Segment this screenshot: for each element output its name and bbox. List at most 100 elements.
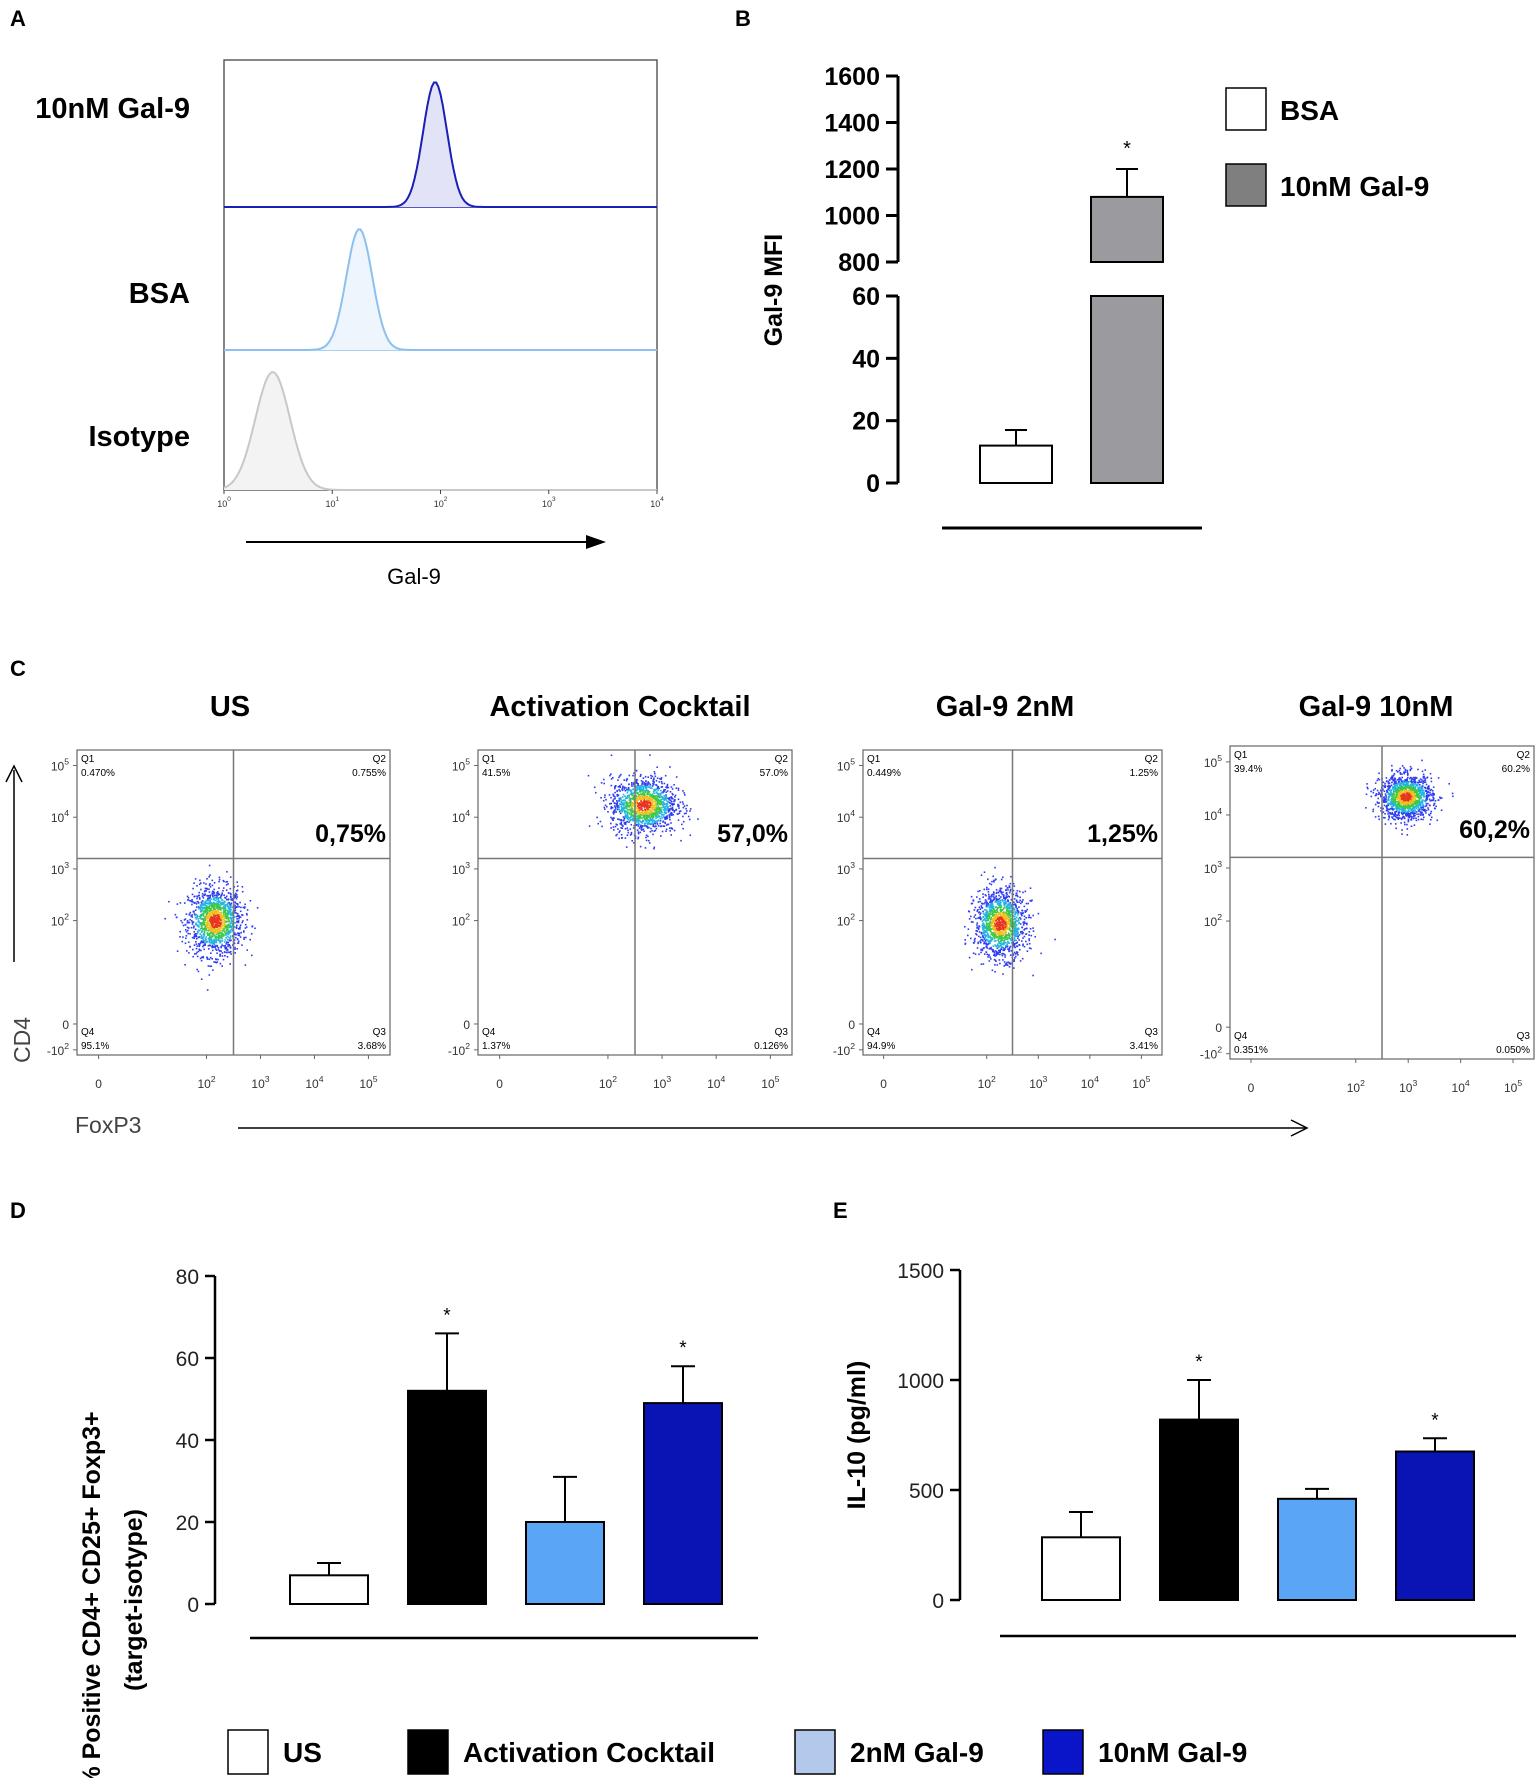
flow-dot — [999, 937, 1001, 939]
flow-dot — [231, 899, 233, 901]
flow-dot — [1003, 943, 1005, 946]
flow-dot — [677, 819, 680, 821]
flow-dot — [185, 913, 188, 915]
flow-dot — [618, 806, 620, 809]
flow-dot — [987, 918, 989, 920]
flow-dot — [996, 945, 999, 947]
flow-dot — [663, 797, 666, 800]
flow-dot — [628, 794, 630, 797]
flow-dot — [1024, 922, 1026, 924]
flow-dot — [993, 925, 995, 928]
flow-dot — [618, 803, 621, 806]
histogram-series-label: Isotype — [88, 421, 190, 453]
flow-dot — [982, 928, 984, 931]
flow-dot — [215, 916, 218, 919]
flow-dot — [675, 787, 678, 789]
flow-dot — [1009, 911, 1011, 913]
flow-dot — [993, 935, 996, 937]
flow-dot — [665, 809, 667, 812]
flow-dot — [1413, 803, 1416, 805]
flow-dot — [233, 897, 236, 899]
flow-dot — [1425, 812, 1427, 814]
flow-dot — [217, 936, 219, 939]
flow-dot — [604, 808, 606, 810]
flow-dot — [224, 907, 227, 909]
flow-dot — [987, 956, 989, 958]
flow-dot — [225, 937, 227, 939]
flow-dot — [220, 922, 222, 924]
flow-dot — [219, 962, 222, 965]
flow-dot — [651, 804, 654, 807]
flow-dot — [184, 942, 187, 945]
flow-dot — [625, 796, 628, 799]
flow-dot — [1009, 902, 1011, 904]
flow-dot — [196, 885, 198, 887]
flow-dot — [218, 936, 221, 938]
flow-dot — [1014, 939, 1016, 941]
flow-dot — [997, 891, 1000, 894]
flow-dot — [1020, 931, 1022, 933]
flow-dot — [644, 847, 647, 849]
flow-dot — [638, 804, 641, 806]
flow-dot — [213, 914, 215, 917]
flow-dot — [1022, 944, 1024, 947]
flow-dot — [996, 891, 998, 894]
flow-dot — [983, 919, 986, 921]
flow-dot — [1010, 909, 1012, 912]
flow-dot — [1001, 935, 1003, 937]
flow-dot — [639, 812, 642, 814]
flow-dot — [1023, 915, 1026, 918]
flow-dot — [1417, 818, 1420, 821]
flow-dot — [223, 909, 225, 912]
flow-dot — [646, 782, 648, 785]
flow-dot — [619, 830, 621, 832]
flow-dot — [627, 804, 630, 807]
flow-dot — [994, 911, 996, 913]
flow-dot — [1005, 885, 1007, 887]
flow-dot — [1016, 890, 1019, 892]
flow-dot — [971, 968, 973, 971]
flow-dot — [1397, 813, 1399, 816]
flow-dot — [983, 933, 986, 936]
flow-dot — [623, 823, 626, 825]
quadrant-q2-name: Q2 — [373, 754, 387, 765]
flow-dot — [1019, 896, 1021, 899]
flow-dot — [643, 792, 645, 794]
flow-dot — [1030, 947, 1032, 950]
flow-dot — [648, 810, 650, 812]
flow-dot — [660, 777, 663, 779]
flow-dot — [1396, 800, 1398, 803]
flow-dot — [202, 924, 205, 926]
flow-dot — [213, 888, 215, 891]
flow-dot — [1413, 784, 1415, 787]
flow-dot — [646, 814, 648, 816]
flow-dot — [1403, 772, 1406, 775]
flow-dot — [661, 830, 664, 833]
flow-dot — [227, 906, 230, 908]
flow-dot — [191, 919, 193, 922]
flow-dot — [641, 792, 644, 794]
flow-dot — [1028, 947, 1031, 949]
flow-dot — [647, 827, 649, 829]
flow-dot — [998, 930, 1000, 933]
flow-dot — [633, 802, 635, 805]
flow-dot — [231, 912, 234, 915]
flow-dot — [1009, 882, 1012, 885]
flow-dot — [977, 917, 979, 919]
flow-dot — [991, 937, 994, 939]
flow-dot — [1021, 914, 1023, 917]
flow-dot — [221, 923, 224, 925]
flow-dot — [988, 929, 990, 931]
flow-dot — [641, 821, 643, 823]
flow-dot — [1427, 802, 1429, 805]
flow-dot — [983, 938, 985, 940]
flow-dot — [613, 809, 616, 812]
flow-dot — [979, 941, 982, 944]
flow-dot — [1387, 791, 1389, 794]
flow-dot — [643, 806, 646, 809]
flow-dot — [646, 784, 648, 786]
flow-dot — [655, 795, 658, 797]
flow-dot — [1007, 895, 1010, 897]
flow-dot — [636, 818, 638, 821]
